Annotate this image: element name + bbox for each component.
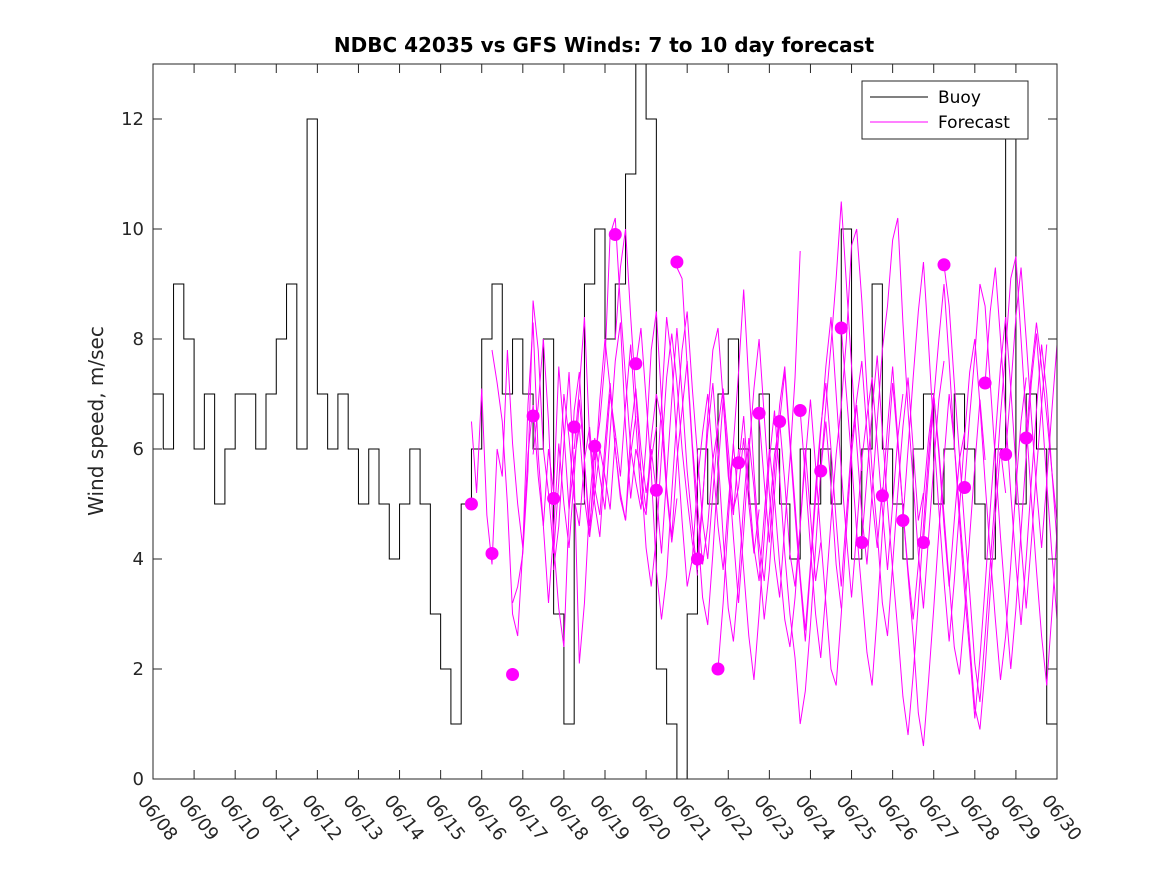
forecast-series-line-16: [779, 316, 904, 642]
forecast-point-21: [875, 489, 889, 503]
forecast-series-line-22: [902, 261, 1027, 681]
buoy-series-line: [153, 64, 1057, 779]
forecast-series-line-20: [861, 355, 986, 736]
forecast-point-24: [937, 258, 951, 272]
y-axis-label: Wind speed, m/sec: [84, 326, 108, 516]
forecast-series-line-5: [553, 322, 678, 664]
forecast-series-line-14: [738, 399, 863, 686]
legend-box: [861, 80, 1029, 140]
legend: Buoy Forecast: [861, 80, 1029, 140]
y-tick-label: 2: [133, 659, 144, 680]
forecast-point-10: [649, 483, 663, 497]
forecast-point-26: [978, 376, 992, 390]
plot-area: [153, 64, 1057, 779]
forecast-series-line-1: [470, 349, 596, 565]
forecast-series-line-24: [943, 256, 1057, 703]
forecast-series-line-27: [1005, 267, 1057, 549]
forecast-point-13: [711, 662, 725, 676]
forecast-series-line-26: [984, 267, 1057, 626]
forecast-point-16: [773, 415, 787, 428]
forecast-series-line-17: [799, 228, 924, 659]
forecast-series-line-8: [614, 228, 740, 587]
plot-series-group: [153, 64, 1057, 779]
forecast-point-12: [690, 552, 704, 566]
forecast-point-3: [506, 668, 520, 681]
forecast-point-8: [608, 228, 622, 241]
forecast-series-line-18: [820, 201, 945, 609]
forecast-point-7: [588, 439, 602, 453]
legend-label-buoy: Buoy: [938, 88, 981, 108]
forecast-point-4: [526, 409, 540, 423]
legend-label-forecast: Forecast: [938, 113, 1010, 133]
forecast-series-line-25: [964, 283, 1057, 670]
forecast-series-line-7: [594, 217, 719, 565]
y-tick-label: 0: [133, 769, 144, 790]
y-tick-label: 6: [133, 439, 144, 460]
forecast-point-18: [814, 464, 828, 478]
y-tick-label: 12: [121, 109, 144, 130]
y-tick-label: 8: [133, 329, 144, 350]
y-tick-label: 4: [133, 549, 144, 570]
forecast-point-28: [1019, 431, 1033, 445]
forecast-point-15: [752, 406, 766, 420]
forecast-point-9: [629, 357, 643, 371]
forecast-point-23: [916, 536, 930, 549]
forecast-point-2: [485, 547, 499, 560]
forecast-point-20: [855, 536, 869, 549]
forecast-point-11: [670, 255, 684, 269]
forecast-series-line-6: [573, 316, 698, 576]
forecast-series-line-9: [635, 311, 760, 620]
forecast-point-22: [896, 514, 910, 527]
forecast-series-line-23: [922, 283, 1048, 719]
forecast-point-27: [999, 448, 1013, 461]
forecast-series-line-21: [881, 366, 1007, 747]
forecast-point-17: [793, 404, 807, 417]
y-tick-label: 10: [121, 219, 144, 240]
forecast-series-line-28: [1025, 322, 1057, 521]
chart-title: NDBC 42035 vs GFS Winds: 7 to 10 day for…: [334, 33, 875, 57]
forecast-point-6: [567, 420, 581, 434]
forecast-series-line-11: [676, 250, 801, 626]
forecast-point-1: [464, 497, 478, 511]
forecast-point-14: [732, 456, 746, 470]
forecast-point-25: [958, 481, 972, 494]
forecast-series-line-10: [655, 289, 781, 587]
forecast-point-5: [547, 492, 561, 505]
forecast-point-19: [834, 321, 848, 335]
